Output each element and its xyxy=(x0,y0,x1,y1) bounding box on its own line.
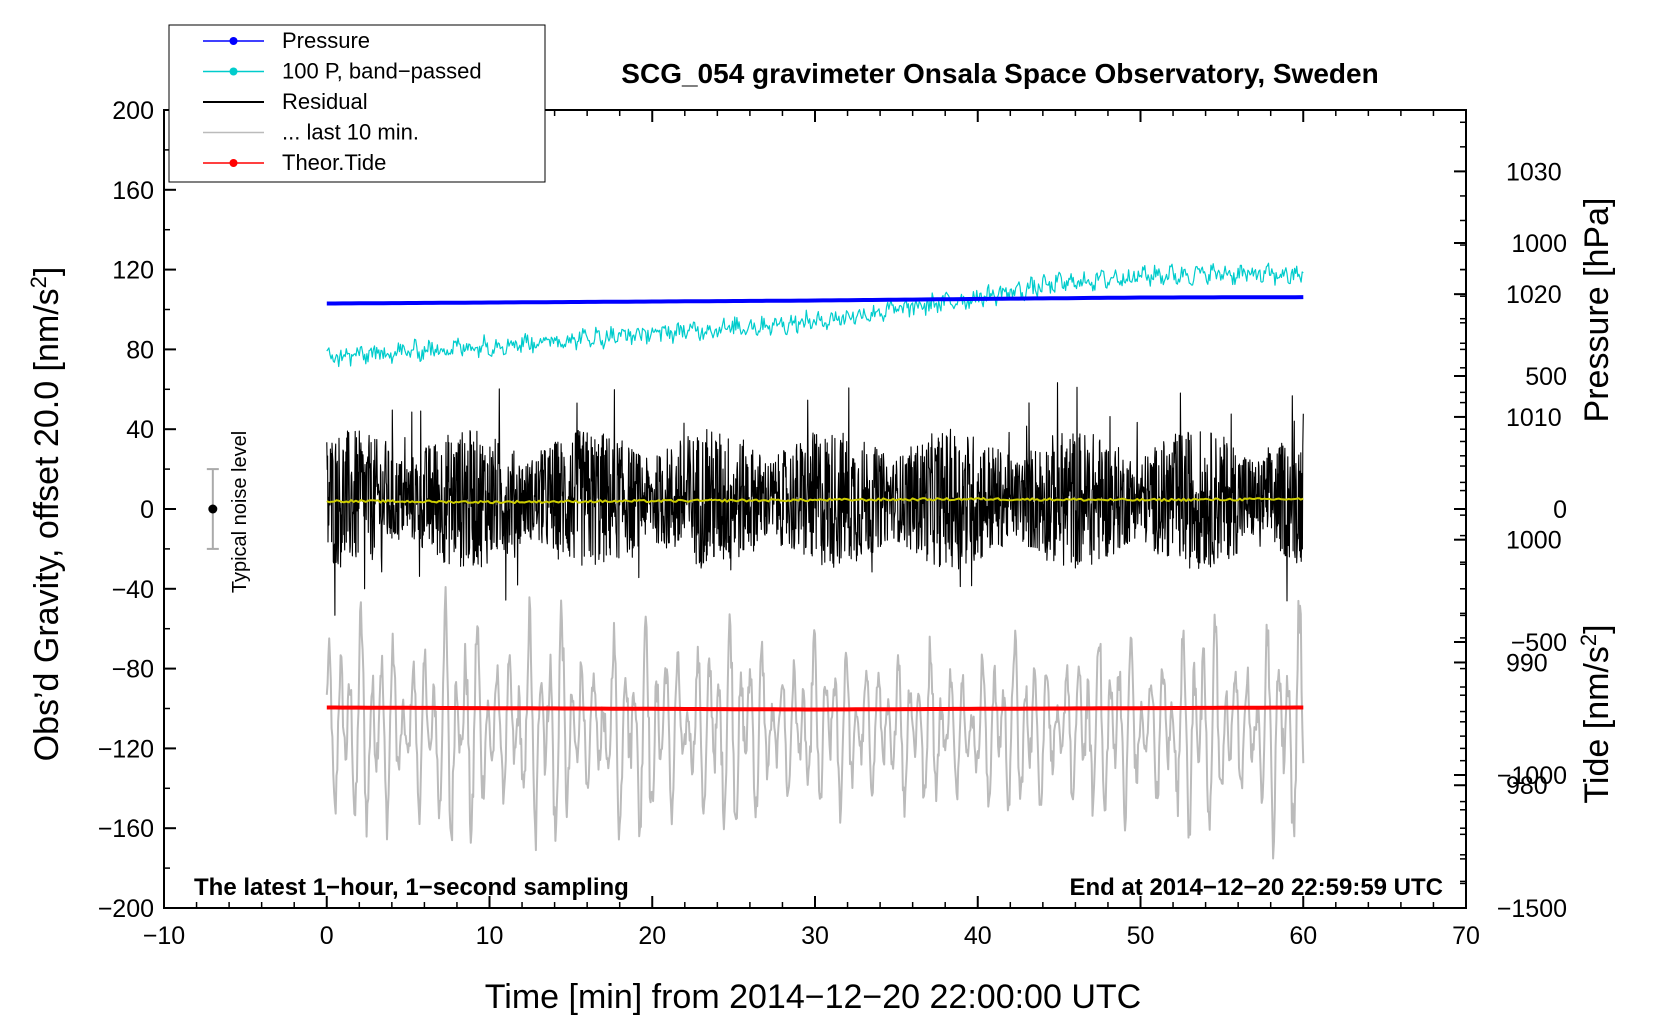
legend-label: Pressure xyxy=(282,28,370,53)
series-residual-smoothed xyxy=(326,497,1304,505)
y-left-tick-label: −200 xyxy=(98,895,154,923)
y-axis-pressure-title: Pressure [hPa] xyxy=(1578,198,1616,423)
x-tick-label: 60 xyxy=(1289,922,1317,950)
y-left-tick-label: −40 xyxy=(112,576,154,604)
series-pressure xyxy=(326,295,1304,306)
x-tick-label: 10 xyxy=(476,922,504,950)
chart-title: SCG_054 gravimeter Onsala Space Observat… xyxy=(621,58,1378,89)
y-pressure-tick-label: 1030 xyxy=(1506,158,1562,186)
y-tide-tick-label: −1500 xyxy=(1497,895,1567,923)
x-tick-label: 40 xyxy=(964,922,992,950)
y-pressure-tick-label: 1010 xyxy=(1506,404,1562,432)
legend-marker xyxy=(229,67,238,76)
noise-level-label: Typical noise level xyxy=(229,431,251,593)
noise-bar xyxy=(206,468,219,550)
legend-label: Residual xyxy=(282,89,368,114)
series-residual xyxy=(326,382,1304,616)
series-layer xyxy=(325,262,1305,860)
annotation-sampling: The latest 1−hour, 1−second sampling xyxy=(194,874,629,901)
x-tick-label: 30 xyxy=(801,922,829,950)
series-last-10-min xyxy=(325,586,1305,860)
y-pressure-tick-label: 1020 xyxy=(1506,281,1562,309)
series-band-passed-pressure xyxy=(326,262,1304,368)
x-axis-title: Time [min] from 2014−12−20 22:00:00 UTC xyxy=(485,978,1141,1016)
y-axis-left-title: Obs’d Gravity, offset 20.0 [nm/s2] xyxy=(26,267,66,762)
x-tick-label: 50 xyxy=(1127,922,1155,950)
y-left-tick-label: −80 xyxy=(112,656,154,684)
y-tide-tick-label: 500 xyxy=(1525,363,1567,391)
noise-bar-center xyxy=(208,504,218,514)
legend-box xyxy=(168,24,546,183)
x-tick-label: 70 xyxy=(1452,922,1480,950)
y-pressure-tick-label: 1000 xyxy=(1506,527,1562,555)
y-left-tick-label: 160 xyxy=(112,177,154,205)
y-axis-tide-title: Tide [nm/s2] xyxy=(1576,624,1616,803)
x-tick-label: 20 xyxy=(638,922,666,950)
y-tide-tick-label: 1000 xyxy=(1511,230,1567,258)
x-tick-label: 0 xyxy=(320,922,334,950)
y-left-tick-label: 200 xyxy=(112,97,154,125)
legend-label: 100 P, band−passed xyxy=(282,59,482,84)
y-pressure-tick-label: 980 xyxy=(1506,772,1548,800)
y-left-tick-label: −160 xyxy=(98,815,154,843)
y-pressure-tick-label: 990 xyxy=(1506,649,1548,677)
legend-marker xyxy=(229,159,238,167)
legend-marker xyxy=(229,37,238,45)
y-left-tick-label: 80 xyxy=(126,336,154,364)
legend: Pressure 100 P, band−passed Residual ... la… xyxy=(168,24,546,183)
y-tide-tick-label: 0 xyxy=(1553,496,1567,524)
y-tide-tick-label: −500 xyxy=(1511,629,1567,657)
series-theoretical-tide xyxy=(326,705,1304,712)
legend-label: ... last 10 min. xyxy=(282,120,419,145)
y-left-tick-label: 0 xyxy=(140,496,154,524)
annotation-end-time: End at 2014−12−20 22:59:59 UTC xyxy=(1069,874,1443,901)
y-tide-tick-label: −1000 xyxy=(1497,762,1567,790)
x-tick-label: −10 xyxy=(143,922,185,950)
y-left-tick-label: −120 xyxy=(98,735,154,763)
legend-label: Theor.Tide xyxy=(282,150,386,175)
y-left-tick-label: 120 xyxy=(112,257,154,285)
ticks-layer: −10 0 10 20 30 40 50 60 70−200−160−120−80−400408… xyxy=(98,97,1567,950)
y-left-tick-label: 40 xyxy=(126,416,154,444)
